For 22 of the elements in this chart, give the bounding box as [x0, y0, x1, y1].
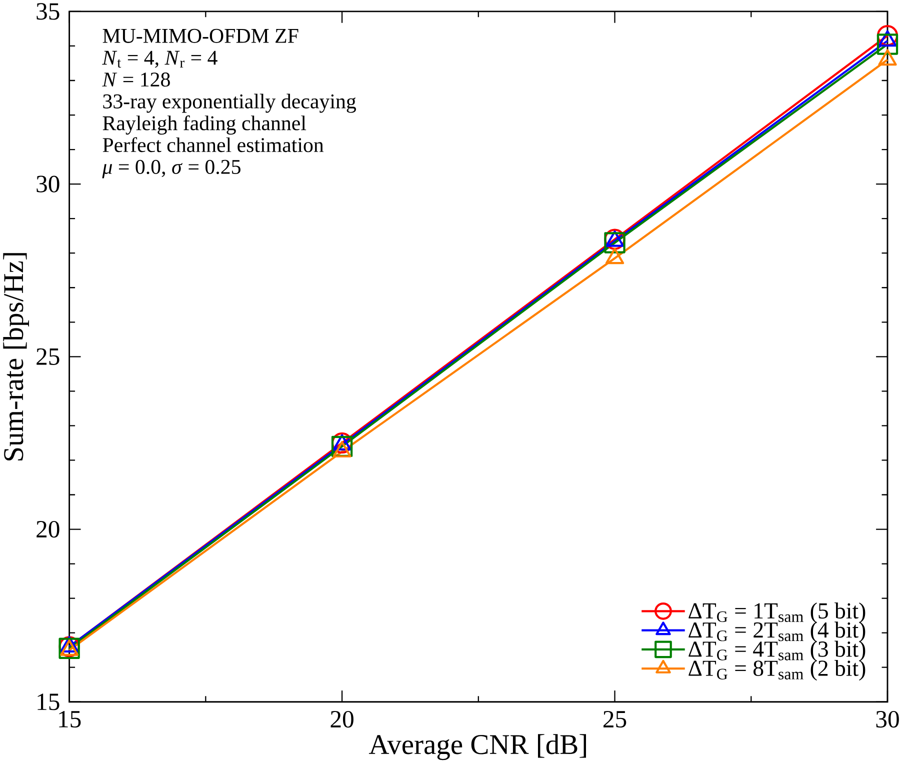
y-tick-label: 20 — [36, 520, 60, 538]
y-tick-label: 35 — [36, 3, 60, 20]
x-tick-label: 25 — [604, 710, 626, 728]
x-tick-label: 30 — [876, 710, 899, 728]
x-axis-title: Average CNR [dB] — [368, 734, 586, 760]
legend-label: ΔT$_{G}$ = 8T$_{sam}$ (2 bit) — [688, 660, 866, 681]
y-tick-label: 30 — [36, 176, 60, 192]
annotation: Rayleigh fading channel — [102, 115, 306, 134]
annotation: Perfect channel estimation — [102, 137, 324, 152]
annotation: μ = 0.0, σ = 0.25 — [102, 160, 240, 178]
legend-label: ΔT$_{G}$ = 1T$_{sam}$ (5 bit) — [688, 602, 866, 624]
x-tick-label: 20 — [330, 710, 354, 728]
legend-label: ΔT$_{G}$ = 4T$_{sam}$ (3 bit) — [688, 640, 866, 662]
legend-label: ΔT$_{G}$ = 2T$_{sam}$ (4 bit) — [688, 622, 866, 642]
annotation: 33-ray exponentially decaying — [103, 94, 356, 113]
x-tick-label: 15 — [59, 710, 81, 728]
y-tick-label: 25 — [36, 348, 60, 365]
annotation: MU-MIMO-OFDM ZF — [102, 28, 298, 43]
y-tick-label: 15 — [38, 693, 60, 710]
annotation: N = 128 — [102, 72, 170, 87]
y-axis-title: Sum-rate [bps/Hz] — [3, 253, 30, 460]
annotation: N$_{t}$ = 4, N$_{r}$ = 4 — [102, 50, 218, 68]
